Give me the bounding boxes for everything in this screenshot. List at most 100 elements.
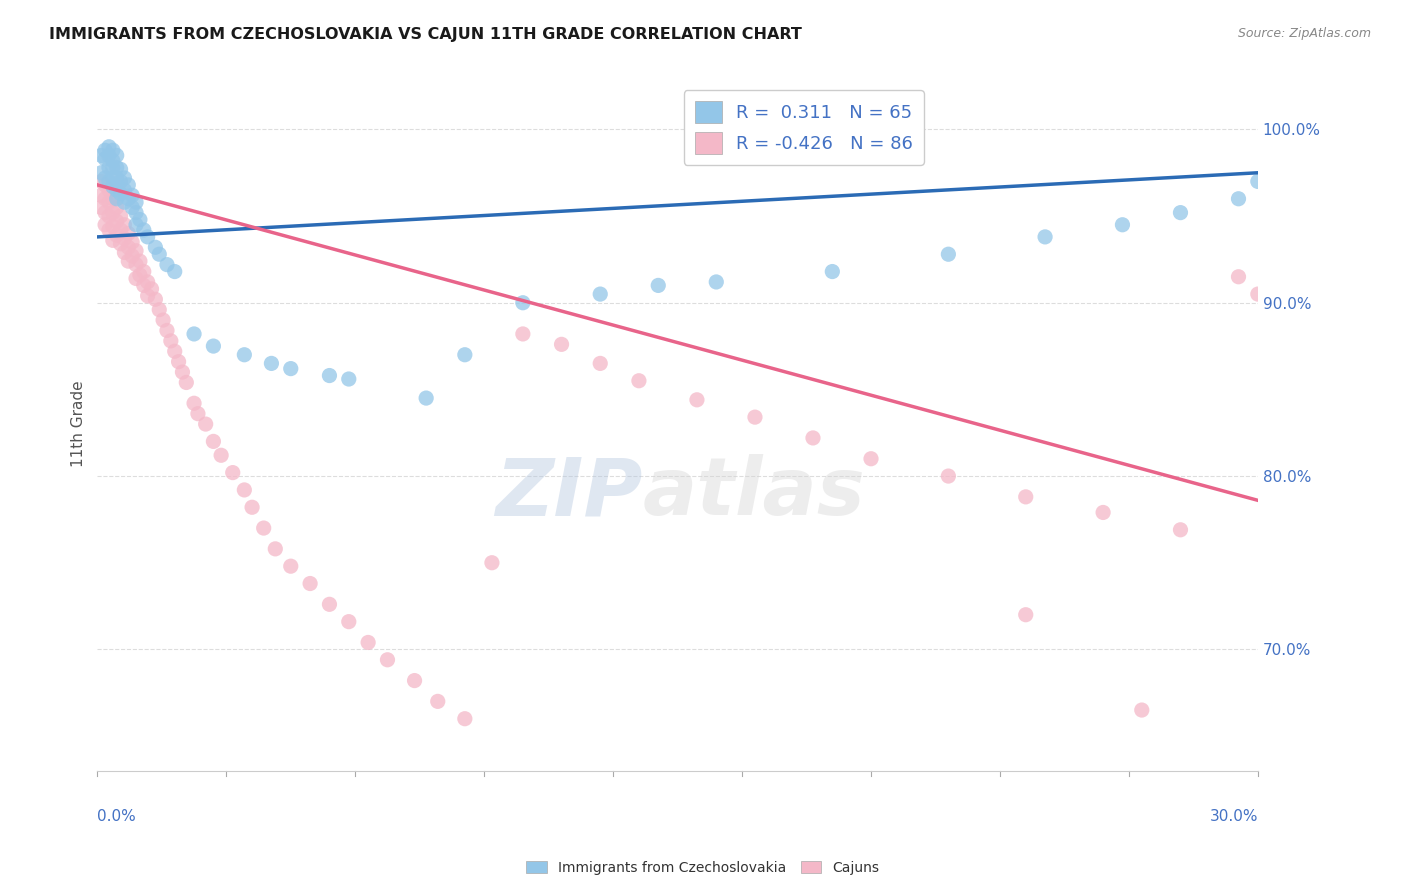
Point [105, 183, 128, 197]
Point [105, 171, 128, 186]
Point [101, 171, 124, 186]
Point [337, 372, 360, 386]
Point [627, 374, 650, 388]
Point [97, 209, 120, 223]
Point [318, 368, 340, 383]
Point [121, 235, 143, 249]
Point [454, 712, 477, 726]
Text: IMMIGRANTS FROM CZECHOSLOVAKIA VS CAJUN 11TH GRADE CORRELATION CHART: IMMIGRANTS FROM CZECHOSLOVAKIA VS CAJUN … [49, 27, 801, 42]
Point [132, 278, 155, 293]
Point [194, 417, 217, 431]
Point [110, 236, 132, 251]
Point [105, 192, 128, 206]
Point [260, 356, 283, 370]
Point [105, 161, 128, 175]
Point [859, 451, 882, 466]
Point [129, 254, 152, 268]
Point [512, 295, 534, 310]
Point [801, 431, 824, 445]
Point [1033, 230, 1056, 244]
Point [132, 223, 155, 237]
Point [253, 521, 276, 535]
Point [112, 183, 135, 197]
Text: atlas: atlas [643, 454, 866, 533]
Point [1170, 523, 1192, 537]
Point [704, 275, 727, 289]
Point [97, 195, 120, 210]
Point [589, 356, 612, 370]
Point [1092, 506, 1115, 520]
Point [112, 171, 135, 186]
Point [94, 143, 117, 157]
Point [183, 396, 205, 410]
Point [121, 201, 143, 215]
Point [97, 140, 120, 154]
Point [1015, 607, 1038, 622]
Point [686, 392, 709, 407]
Point [101, 153, 124, 168]
Point [117, 240, 139, 254]
Point [152, 313, 174, 327]
Point [94, 152, 117, 166]
Point [121, 249, 143, 263]
Point [110, 223, 132, 237]
Point [299, 576, 322, 591]
Point [101, 143, 124, 157]
Point [101, 179, 124, 194]
Point [90, 148, 112, 162]
Point [148, 302, 170, 317]
Point [481, 556, 503, 570]
Point [105, 148, 128, 162]
Point [94, 218, 117, 232]
Point [101, 205, 124, 219]
Point [163, 344, 186, 359]
Point [110, 186, 132, 201]
Point [112, 232, 135, 246]
Point [233, 348, 256, 362]
Point [145, 240, 167, 254]
Point [172, 365, 194, 379]
Point [125, 195, 148, 210]
Point [1170, 205, 1192, 219]
Point [209, 448, 232, 462]
Point [94, 171, 117, 186]
Point [97, 161, 120, 175]
Point [90, 174, 112, 188]
Point [426, 694, 449, 708]
Point [183, 326, 205, 341]
Point [377, 653, 399, 667]
Point [176, 376, 198, 390]
Point [1227, 192, 1250, 206]
Point [105, 201, 128, 215]
Point [163, 264, 186, 278]
Point [1247, 287, 1270, 301]
Point [1227, 269, 1250, 284]
Point [145, 293, 167, 307]
Point [415, 391, 437, 405]
Point [357, 635, 380, 649]
Point [222, 466, 245, 480]
Point [90, 201, 112, 215]
Point [337, 615, 360, 629]
Point [129, 268, 152, 282]
Text: ZIP: ZIP [495, 454, 643, 533]
Point [821, 264, 844, 278]
Point [117, 192, 139, 206]
Point [90, 188, 112, 202]
Point [160, 334, 183, 348]
Point [117, 227, 139, 241]
Point [136, 289, 159, 303]
Point [264, 541, 287, 556]
Point [404, 673, 426, 688]
Point [454, 348, 477, 362]
Point [125, 258, 148, 272]
Point [550, 337, 572, 351]
Point [1015, 490, 1038, 504]
Point [1111, 218, 1133, 232]
Point [101, 219, 124, 234]
Point [105, 228, 128, 243]
Point [136, 230, 159, 244]
Text: 30.0%: 30.0% [1209, 809, 1258, 824]
Point [280, 559, 302, 574]
Point [112, 195, 135, 210]
